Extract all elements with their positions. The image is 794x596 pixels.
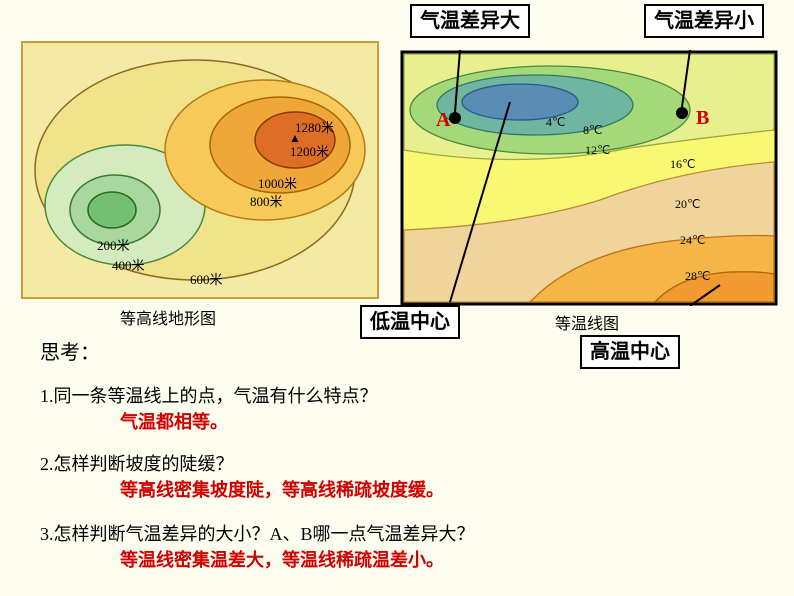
svg-text:400米: 400米 — [112, 258, 145, 273]
svg-text:A: A — [436, 109, 451, 131]
isotherm-caption: 等温线图 — [555, 310, 619, 334]
q2: 2.怎样判断坡度的陡缓？ — [40, 450, 234, 476]
svg-text:800米: 800米 — [250, 194, 283, 209]
svg-text:600米: 600米 — [190, 272, 223, 287]
svg-text:1200米: 1200米 — [290, 144, 329, 159]
think-heading: 思考： — [40, 336, 100, 365]
svg-text:1000米: 1000米 — [258, 176, 297, 191]
svg-text:28℃: 28℃ — [685, 269, 710, 283]
svg-text:20℃: 20℃ — [675, 197, 700, 211]
svg-text:24℃: 24℃ — [680, 233, 705, 247]
a3: 等温线密集温差大，等温线稀疏温差小。 — [120, 546, 444, 572]
svg-text:1280米: 1280米 — [295, 120, 334, 135]
svg-text:B: B — [696, 107, 709, 129]
svg-text:4℃: 4℃ — [546, 115, 565, 129]
svg-text:12℃: 12℃ — [585, 143, 610, 157]
a1: 气温都相等。 — [120, 408, 228, 434]
contour-map: ▲ 1280米 1200米 1000米 800米 200米 400米 600米 — [20, 40, 380, 300]
svg-text:200米: 200米 — [97, 238, 130, 253]
low-center-label: 低温中心 — [360, 305, 460, 339]
high-center-label: 高温中心 — [580, 335, 680, 369]
isotherm-map: A B 4℃ 8℃ 12℃ 16℃ 20℃ 24℃ 28℃ — [400, 50, 778, 306]
q3: 3.怎样判断气温差异的大小？A、B哪一点气温差异大？ — [40, 520, 475, 546]
contour-caption: 等高线地形图 — [120, 305, 216, 329]
a2: 等高线密集坡度陡，等高线稀疏坡度缓。 — [120, 476, 444, 502]
diff-small-label: 气温差异小 — [644, 4, 764, 38]
svg-text:8℃: 8℃ — [583, 123, 602, 137]
q1: 1.同一条等温线上的点，气温有什么特点？ — [40, 382, 378, 408]
svg-text:16℃: 16℃ — [670, 157, 695, 171]
diff-big-label: 气温差异大 — [410, 4, 530, 38]
